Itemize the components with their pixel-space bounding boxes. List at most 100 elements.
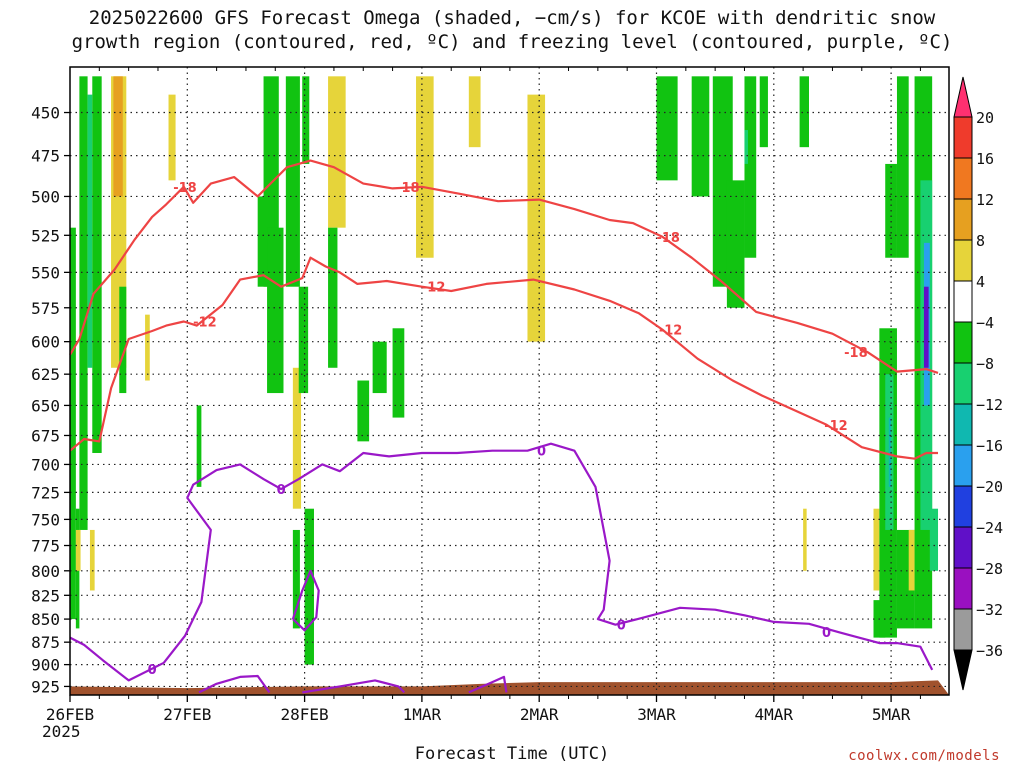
y-tick-label-450: 450 <box>31 104 60 123</box>
omega-cell-6 <box>113 76 123 197</box>
x-tick-label-5MAR: 5MAR <box>872 705 911 724</box>
x-tick-label-2MAR: 2MAR <box>520 705 559 724</box>
omega-cell-7 <box>75 529 81 571</box>
omega-cell-38 <box>803 508 807 571</box>
omega-cell-45 <box>896 76 909 258</box>
contour-label-1-0: -12 <box>193 315 217 330</box>
contour-label-2-2: 0 <box>617 619 626 634</box>
contour-label-1-1: -12 <box>422 281 446 296</box>
contour-label-2-1: 0 <box>537 445 546 460</box>
x-tick-label-27FEB: 27FEB <box>163 705 211 724</box>
y-tick-label-875: 875 <box>31 633 60 652</box>
colorbar-segment-2 <box>953 198 973 241</box>
omega-cell-17 <box>302 76 310 164</box>
contour-label-2-0: 0 <box>277 483 286 498</box>
y-tick-label-675: 675 <box>31 426 60 445</box>
omega-cell-27 <box>416 76 434 258</box>
colorbar-segment-3 <box>953 239 973 282</box>
x-tick-label-3MAR: 3MAR <box>637 705 676 724</box>
y-tick-label-725: 725 <box>31 483 60 502</box>
dgz-contour-1 <box>69 256 938 460</box>
colorbar-label-2: 12 <box>976 191 994 209</box>
x-tick-label-1MAR: 1MAR <box>403 705 442 724</box>
omega-cell-44 <box>888 417 892 487</box>
omega-cell-41 <box>873 508 880 591</box>
axes-layer: 450 475 500 525 550 575 600 625 650 675 700 725 750 7… <box>31 66 950 724</box>
colorbar-segment-5 <box>953 321 973 364</box>
omega-cell-15 <box>267 227 284 394</box>
y-tick-label-900: 900 <box>31 656 60 675</box>
colorbar-bottom-triangle <box>953 649 973 691</box>
colorbar-label-3: 8 <box>976 232 985 250</box>
omega-cell-12 <box>168 94 176 181</box>
y-tick-label-575: 575 <box>31 299 60 318</box>
omega-cell-23 <box>328 227 338 368</box>
x-axis-year-label: 2025 <box>42 722 81 741</box>
y-tick-label-500: 500 <box>31 187 60 206</box>
y-tick-label-525: 525 <box>31 226 60 245</box>
contour-label-0-1: -18 <box>396 181 420 196</box>
colorbar-label-12: −32 <box>976 601 1003 619</box>
omega-cell-36 <box>744 130 748 164</box>
omega-cell-51 <box>923 286 929 368</box>
omega-cell-21 <box>328 76 346 228</box>
colorbar-segment-7 <box>953 403 973 446</box>
freezing-contour-0 <box>69 442 934 682</box>
colorbar-top-triangle <box>953 76 973 118</box>
omega-cell-37 <box>799 76 809 148</box>
omega-cell-20 <box>304 508 314 665</box>
freezing-contour-3 <box>468 675 508 694</box>
contour-layer: -18 -18 -18 -18 -12 -12 -12 -12 0 0 0 0 0 <box>69 159 939 694</box>
freezing-contour-2 <box>302 679 406 694</box>
omega-cell-25 <box>372 341 387 394</box>
omega-cell-26 <box>392 328 405 418</box>
omega-cell-52 <box>929 508 939 571</box>
colorbar-segment-0 <box>953 116 973 159</box>
colorbar-label-11: −28 <box>976 560 1003 578</box>
title-line-1: 2025022600 GFS Forecast Omega (shaded, −… <box>88 7 936 29</box>
x-tick-label-26FEB: 26FEB <box>46 705 94 724</box>
omega-cell-34 <box>744 76 757 258</box>
y-tick-label-600: 600 <box>31 333 60 352</box>
y-tick-label-475: 475 <box>31 147 60 166</box>
colorbar-label-0: 20 <box>976 109 994 127</box>
x-tick-label-4MAR: 4MAR <box>755 705 794 724</box>
y-tick-label-700: 700 <box>31 455 60 474</box>
terrain-fill <box>70 680 949 695</box>
contour-label-0-3: -18 <box>844 346 868 361</box>
omega-cell-10 <box>119 286 127 394</box>
dgz-contour-0 <box>69 159 939 374</box>
colorbar-segment-4 <box>953 280 973 323</box>
omega-cell-3 <box>70 227 76 620</box>
x-tick-label-28FEB: 28FEB <box>281 705 329 724</box>
freezing-contour-1 <box>198 674 271 694</box>
colorbar-segment-6 <box>953 362 973 405</box>
freezing-contour-4 <box>291 569 320 632</box>
omega-cell-16 <box>285 76 300 287</box>
colorbar-label-10: −24 <box>976 519 1003 537</box>
y-tick-label-825: 825 <box>31 586 60 605</box>
colorbar-label-4: 4 <box>976 273 985 291</box>
omega-cell-11 <box>196 405 202 487</box>
colorbar-label-7: −12 <box>976 396 1003 414</box>
contour-label-2-4: 0 <box>148 663 157 678</box>
omega-cell-22 <box>298 286 309 394</box>
colorbar-segment-9 <box>953 485 973 528</box>
omega-shading-layer <box>70 76 939 665</box>
colorbar-label-9: −20 <box>976 478 1003 496</box>
y-tick-label-650: 650 <box>31 396 60 415</box>
omega-cell-19 <box>292 529 300 629</box>
y-tick-label-925: 925 <box>31 677 60 696</box>
colorbar: 20 16 12 8 4 −4 −8 −12 −16 −20 −24 −28 −32 −36 <box>953 76 1003 691</box>
omega-cell-28 <box>468 76 481 148</box>
omega-cell-9 <box>145 314 150 381</box>
colorbar-label-6: −8 <box>976 355 994 373</box>
y-tick-label-550: 550 <box>31 263 60 282</box>
title-line-2: growth region (contoured, red, ºC) and f… <box>71 31 953 53</box>
omega-cell-29 <box>527 94 546 342</box>
contour-label-1-3: -12 <box>824 419 848 434</box>
omega-cell-18 <box>292 367 302 509</box>
omega-cell-1 <box>87 94 93 368</box>
colorbar-label-13: −36 <box>976 642 1003 660</box>
